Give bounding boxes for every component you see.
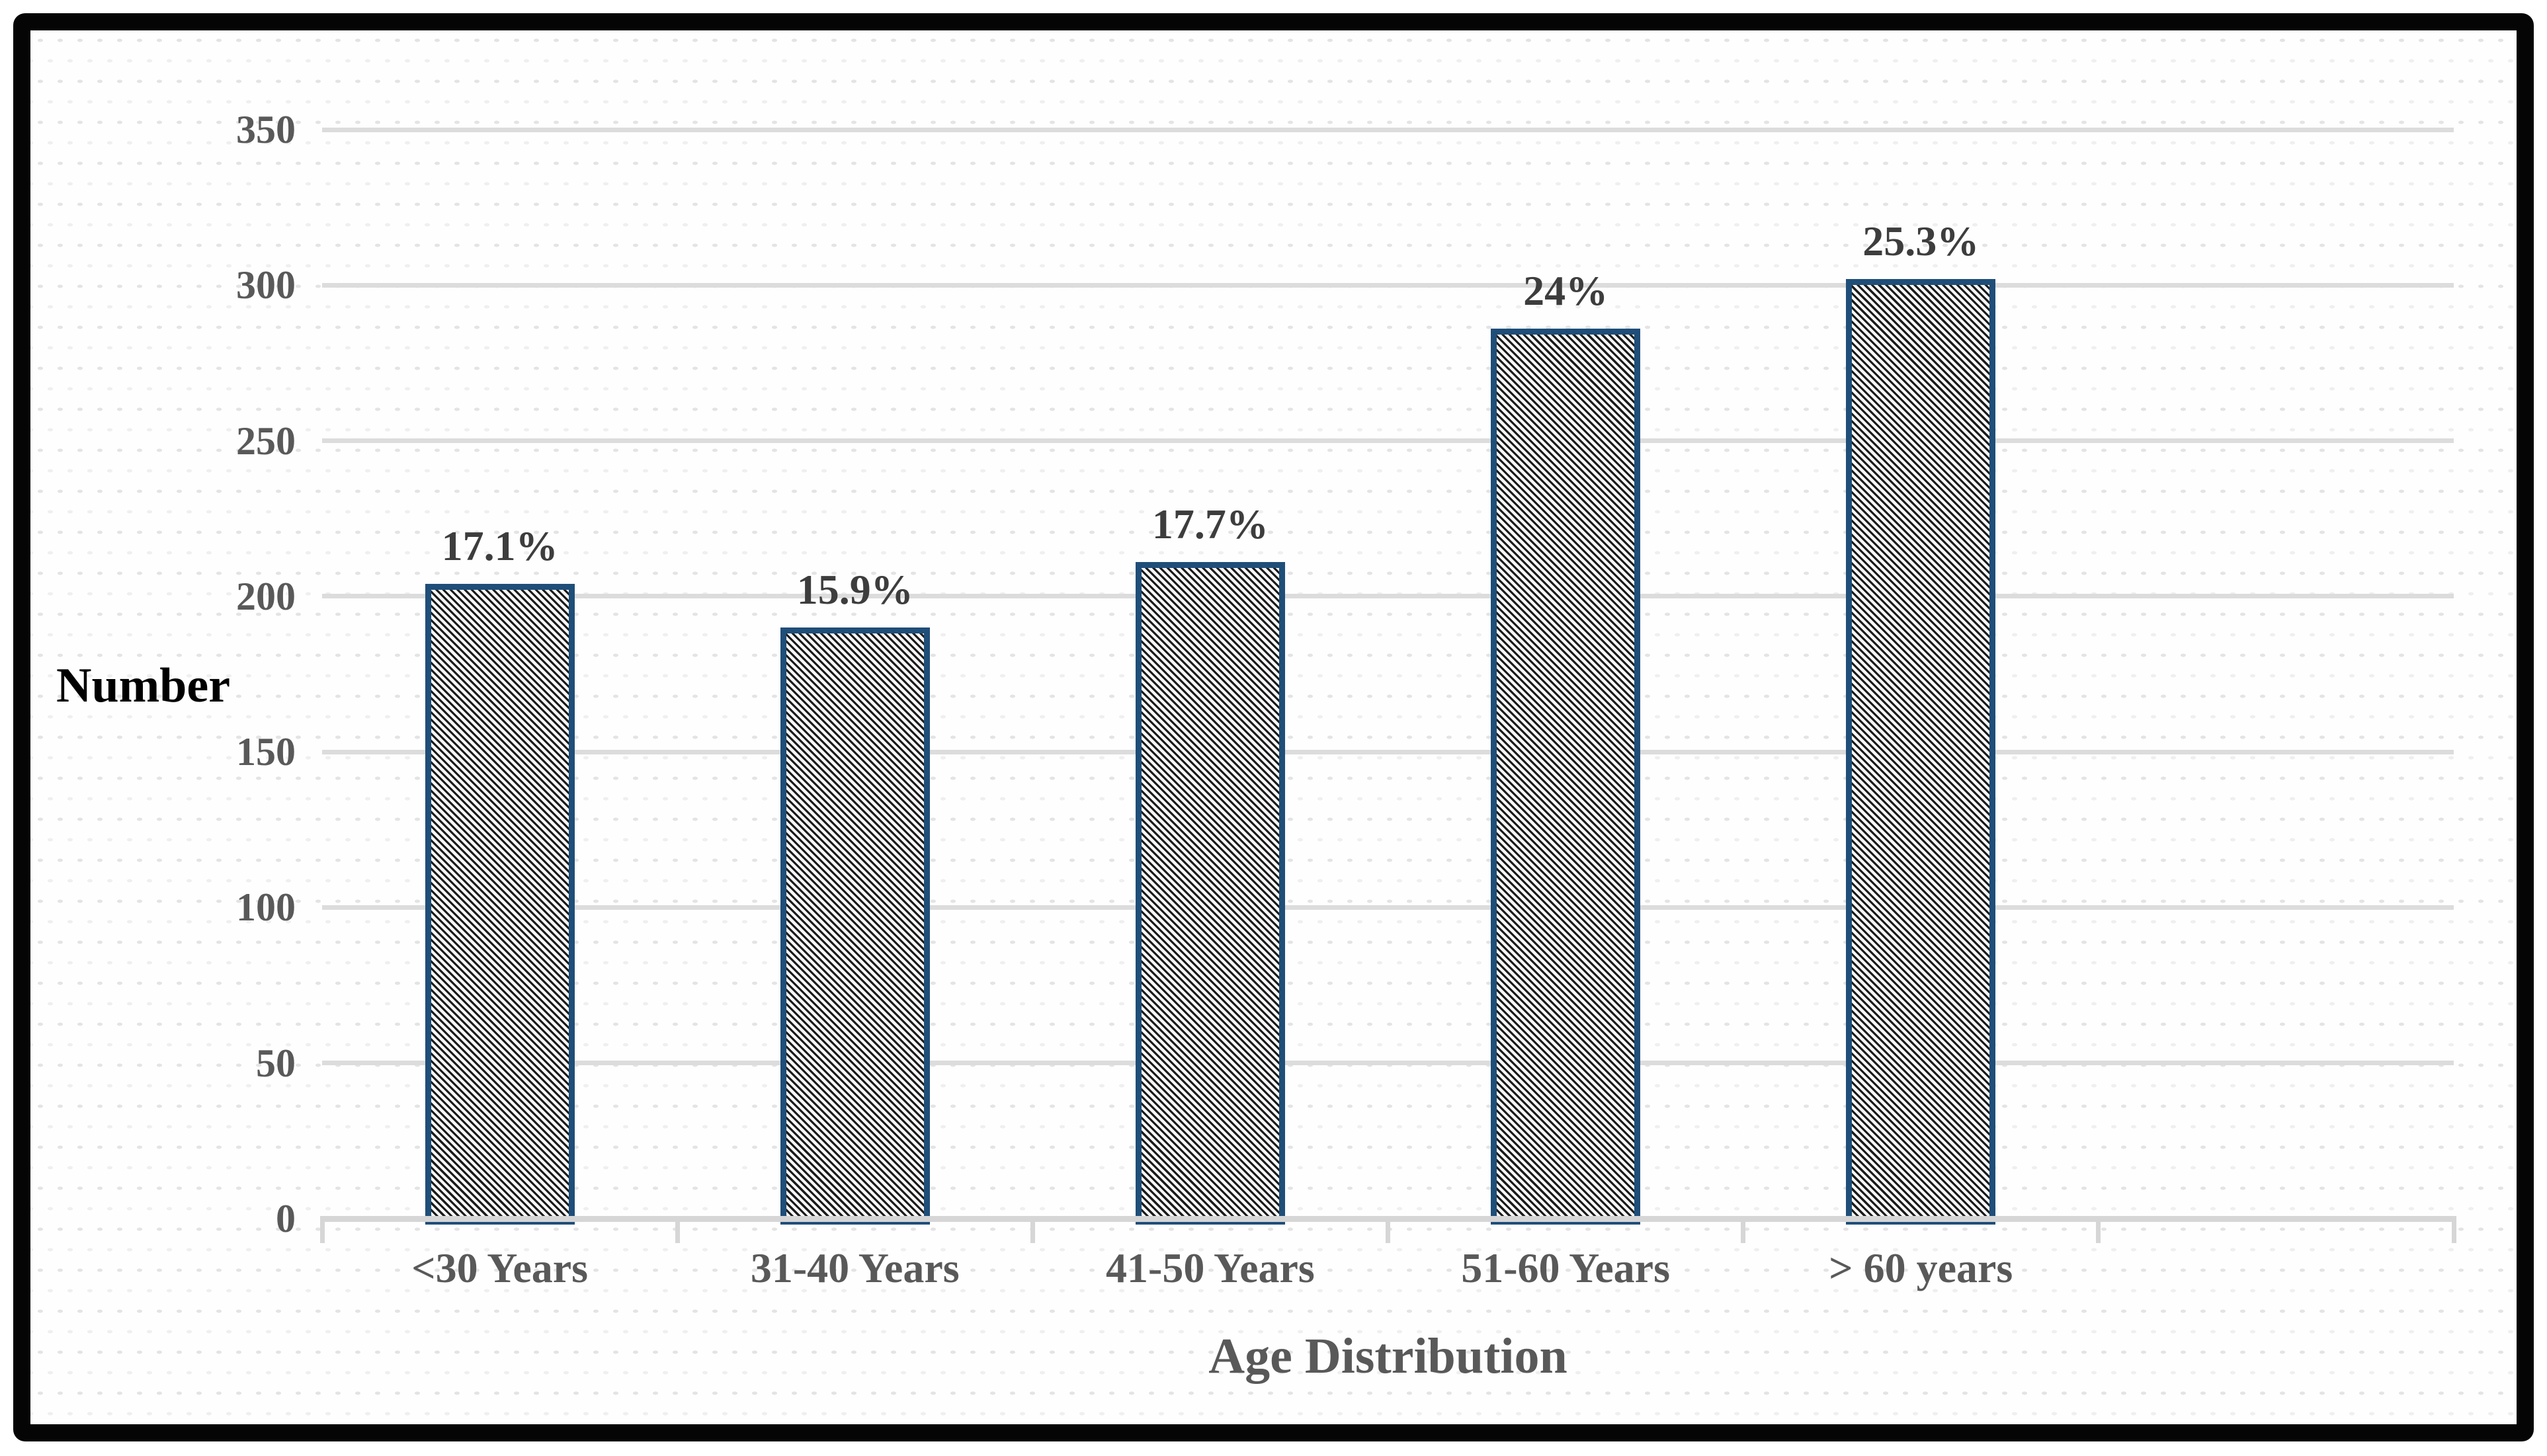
- bar-2: [780, 627, 930, 1225]
- x-axis-tick: [1386, 1216, 1390, 1243]
- gridline-100: [322, 905, 2454, 910]
- x-category-label: > 60 years: [1829, 1244, 2013, 1291]
- bar-value-label: 15.9%: [796, 565, 913, 613]
- y-axis-title: Number: [56, 659, 231, 713]
- x-category-label: 41-50 Years: [1106, 1244, 1315, 1291]
- x-category-label: 31-40 Years: [750, 1244, 960, 1291]
- gridline-150: [322, 749, 2454, 754]
- bar-4: [1491, 329, 1641, 1225]
- y-tick-label-100: 100: [236, 885, 296, 930]
- x-category-label: 51-60 Years: [1461, 1244, 1670, 1291]
- gridline-300: [322, 282, 2454, 288]
- bar-5: [1846, 278, 1996, 1225]
- gridline-50: [322, 1061, 2454, 1066]
- gridline-200: [322, 594, 2454, 599]
- bar-3: [1135, 562, 1285, 1225]
- bar-value-label: 25.3%: [1862, 217, 1980, 264]
- bar-1: [425, 584, 575, 1225]
- y-tick-label-350: 350: [236, 108, 296, 151]
- gridline-350: [322, 127, 2454, 132]
- gridline-250: [322, 438, 2454, 444]
- y-tick-label-300: 300: [236, 263, 296, 307]
- y-tick-label-150: 150: [236, 730, 296, 774]
- x-axis-tick: [1741, 1216, 1746, 1243]
- x-axis-tick: [319, 1216, 325, 1243]
- bar-value-label: 24%: [1523, 267, 1608, 315]
- x-axis-tick: [1030, 1216, 1035, 1243]
- x-category-label: <30 Years: [411, 1244, 589, 1291]
- y-tick-label-200: 200: [236, 574, 296, 618]
- y-tick-label-250: 250: [236, 419, 296, 463]
- bar-value-label: 17.7%: [1151, 501, 1269, 548]
- y-tick-label-0: 0: [276, 1197, 296, 1240]
- x-axis-title: Age Distribution: [1208, 1328, 1567, 1384]
- x-axis-tick: [2096, 1216, 2101, 1243]
- x-axis-tick: [2451, 1216, 2456, 1243]
- x-axis-tick: [675, 1216, 680, 1243]
- y-tick-label-50: 50: [256, 1041, 296, 1085]
- bar-value-label: 17.1%: [441, 522, 558, 570]
